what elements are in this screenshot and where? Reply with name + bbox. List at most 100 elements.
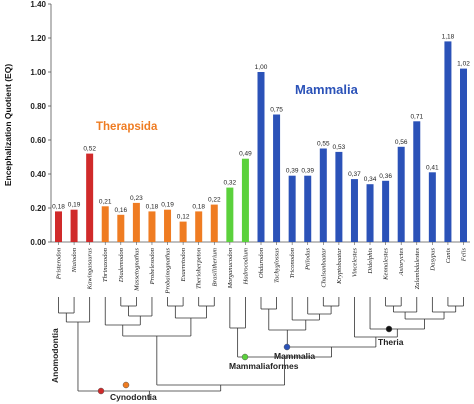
data-label: 0,56 — [395, 139, 408, 146]
category-label: Brasilitherium — [211, 248, 218, 287]
data-label: 0,37 — [348, 171, 361, 178]
bar — [241, 158, 249, 242]
bars — [55, 41, 467, 245]
data-label: 0,32 — [224, 180, 237, 187]
bar — [304, 175, 312, 242]
bar — [226, 187, 234, 242]
bar — [382, 180, 390, 242]
clade-label-mammalia: Mammalia — [274, 351, 315, 361]
data-label: 0,41 — [426, 164, 439, 171]
data-label: 0,53 — [333, 144, 346, 151]
phylogenetic-tree — [58, 297, 464, 400]
category-label: Dasypus — [429, 248, 436, 272]
data-label: 0,52 — [83, 146, 96, 153]
bar — [195, 211, 203, 242]
category-label: Ohdurodon — [258, 247, 265, 278]
category-label: Ptilodus — [305, 248, 312, 271]
data-label: 0,19 — [68, 202, 81, 209]
clade-label-anomodontia: Anomodontia — [50, 328, 60, 383]
data-label: 1,02 — [457, 61, 470, 68]
bar — [70, 209, 78, 242]
data-label: 0,49 — [239, 151, 252, 158]
category-label: Asioryctes — [398, 248, 405, 277]
category-labels: Pristerodon Niaiodon Kawingasaurus Thrinaxo… — [56, 247, 468, 294]
y-tick-label: 1.20 — [30, 34, 46, 43]
data-label: 0,19 — [161, 202, 174, 209]
y-tick-label: 0.60 — [30, 136, 46, 145]
category-label: Tachyglossus — [274, 248, 281, 283]
category-label: Kennalestes — [383, 248, 390, 281]
bar — [179, 221, 187, 242]
bar — [288, 175, 296, 242]
y-tick-label: 0.00 — [30, 238, 46, 247]
category-label: Pristerodon — [56, 247, 63, 280]
cynodontia-crown-node-marker — [122, 381, 130, 389]
bar — [210, 204, 218, 242]
data-label: 0,55 — [317, 141, 330, 148]
y-tick-label: 1.40 — [30, 0, 46, 9]
bar — [366, 184, 374, 242]
value-labels: 0,18 0,190,520,210,160,230,18 0,190,120,18… — [52, 33, 470, 220]
bar — [164, 209, 172, 242]
category-label: Niaiodon — [71, 247, 78, 273]
data-label: 0,36 — [379, 173, 392, 180]
category-label: Kawingasaurus — [87, 248, 94, 291]
bar — [148, 211, 156, 242]
y-tick-label: 0.40 — [30, 170, 46, 179]
bar — [397, 146, 405, 242]
data-label: 0,21 — [99, 198, 112, 205]
category-label: Vincelestes — [351, 248, 358, 278]
category-label: Therioherpeton — [196, 247, 203, 289]
clade-label-mammaliaformes: Mammaliaformes — [229, 361, 299, 371]
clade-label-cynodontia: Cynodontia — [110, 392, 157, 402]
data-label: 0,22 — [208, 197, 221, 204]
bar — [444, 41, 452, 243]
category-label: Zalambdalestes — [414, 248, 421, 290]
data-label: 0,34 — [364, 176, 377, 183]
bar — [460, 68, 467, 242]
data-label: 0,18 — [192, 203, 205, 210]
data-label: 0,75 — [270, 107, 283, 114]
category-label: Probelesodon — [149, 247, 156, 285]
y-tick-label: 0.20 — [30, 204, 46, 213]
data-label: 0,71 — [410, 113, 423, 120]
data-label: 0,12 — [177, 214, 190, 221]
category-label: Didelphis — [367, 248, 374, 275]
bar — [350, 179, 358, 242]
theria-node-marker — [385, 325, 393, 333]
data-label: 1,18 — [442, 33, 455, 40]
data-label: 0,39 — [301, 168, 314, 175]
data-label: 0,18 — [146, 203, 159, 210]
category-label: Hadrocodium — [242, 248, 249, 286]
category-label: Kryptobaatar — [336, 248, 343, 285]
bar — [335, 151, 343, 242]
group-label-therapsida: Therapsida — [96, 121, 158, 133]
bar — [319, 148, 327, 242]
category-label: Probainognathus — [165, 248, 172, 295]
data-label: 1,00 — [255, 64, 268, 71]
category-label: Triconodon — [289, 247, 296, 278]
data-label: 0,39 — [286, 168, 299, 175]
bar — [117, 214, 125, 242]
bar — [428, 172, 436, 242]
category-label: Chulsanbaatar — [320, 248, 327, 288]
bar — [101, 206, 109, 242]
category-label: Massetognathus — [133, 248, 140, 292]
bar — [413, 121, 421, 242]
y-tick-label: 0.80 — [30, 102, 46, 111]
bar — [86, 153, 94, 242]
category-label: Morganucodon — [227, 247, 234, 289]
bar — [257, 72, 265, 242]
mammaliaformes-node-marker — [241, 353, 249, 361]
data-label: 0,16 — [114, 207, 127, 214]
y-axis-label: Encephalization Quotient (EQ) — [3, 64, 13, 186]
clade-label-theria: Theria — [378, 337, 404, 347]
y-tick-label: 1.00 — [30, 68, 46, 77]
bar — [55, 211, 62, 242]
category-label: Exaeretodon — [180, 247, 187, 282]
cynodontia-node-marker — [97, 387, 105, 395]
data-label: 0,23 — [130, 195, 143, 202]
group-label-mammalia: Mammalia — [295, 82, 359, 97]
data-label: 0,18 — [52, 203, 65, 210]
